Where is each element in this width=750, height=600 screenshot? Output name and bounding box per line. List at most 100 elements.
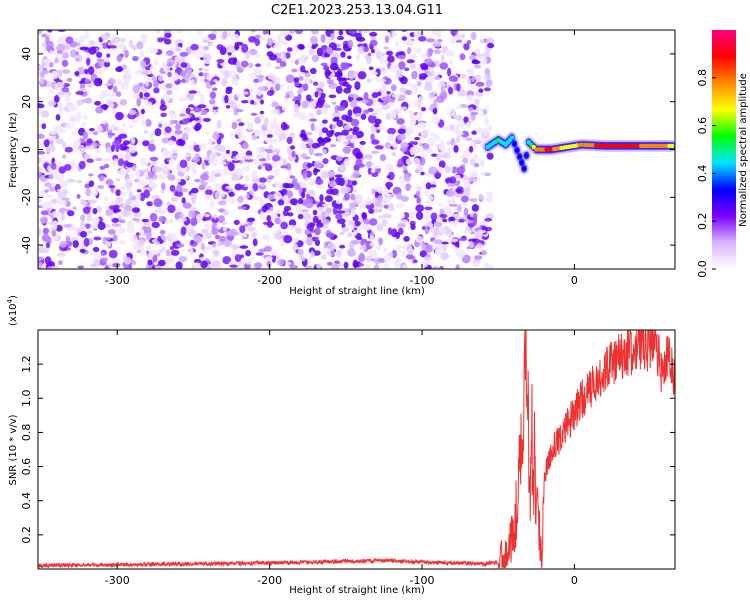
noise-blob xyxy=(456,204,462,213)
noise-blob xyxy=(115,196,124,204)
noise-blob xyxy=(235,60,241,70)
noise-blob xyxy=(387,55,395,63)
noise-blob xyxy=(229,264,238,268)
noise-blob xyxy=(56,43,66,53)
noise-blob xyxy=(265,62,272,68)
noise-blob xyxy=(344,192,350,201)
noise-blob xyxy=(88,180,95,187)
noise-blob xyxy=(97,44,104,48)
noise-blob xyxy=(425,244,433,253)
noise-blob xyxy=(300,54,309,58)
noise-blob xyxy=(477,194,485,200)
noise-blob xyxy=(188,163,197,170)
noise-blob xyxy=(149,212,158,222)
noise-blob xyxy=(76,111,82,118)
noise-blob xyxy=(157,37,164,43)
noise-blob xyxy=(61,59,69,67)
track-core xyxy=(517,154,522,159)
noise-blob xyxy=(450,30,459,35)
noise-blob xyxy=(242,142,249,149)
noise-blob xyxy=(55,114,61,121)
noise-blob xyxy=(136,249,141,254)
noise-blob xyxy=(86,214,92,222)
noise-blob xyxy=(152,254,158,263)
noise-blob xyxy=(484,262,489,269)
noise-blob xyxy=(146,201,153,207)
noise-blob xyxy=(409,53,419,59)
noise-blob xyxy=(40,110,50,118)
noise-blob xyxy=(354,220,361,227)
noise-blob xyxy=(80,34,85,43)
noise-blob xyxy=(248,62,254,68)
noise-blob xyxy=(340,51,346,58)
noise-blob xyxy=(471,85,476,91)
noise-blob xyxy=(71,131,77,136)
noise-blob xyxy=(406,161,413,166)
noise-blob xyxy=(378,67,386,72)
noise-blob xyxy=(476,127,485,135)
noise-blob xyxy=(308,112,315,118)
noise-blob xyxy=(223,239,232,247)
noise-blob xyxy=(107,215,114,220)
noise-blob xyxy=(178,256,188,262)
noise-blob xyxy=(365,160,372,168)
noise-blob xyxy=(444,165,451,174)
noise-blob xyxy=(193,259,202,264)
noise-blob xyxy=(287,212,294,217)
noise-blob xyxy=(440,85,445,94)
noise-blob xyxy=(62,141,67,149)
noise-blob xyxy=(60,213,65,222)
noise-blob xyxy=(119,219,126,224)
noise-blob xyxy=(298,197,304,205)
noise-blob xyxy=(374,122,380,128)
noise-blob xyxy=(442,218,448,223)
noise-blob xyxy=(258,177,268,183)
noise-blob xyxy=(396,257,402,263)
noise-blob xyxy=(47,165,52,172)
noise-blob xyxy=(398,61,406,70)
noise-blob xyxy=(212,249,220,256)
noise-blob xyxy=(409,111,415,115)
noise-blob xyxy=(479,113,487,117)
noise-blob xyxy=(470,32,477,41)
noise-blob xyxy=(371,92,379,99)
noise-blob xyxy=(289,30,295,34)
noise-blob xyxy=(86,138,93,144)
noise-blob xyxy=(231,121,238,130)
noise-blob xyxy=(397,133,406,141)
noise-blob xyxy=(240,60,249,68)
noise-blob xyxy=(77,265,85,269)
noise-blob xyxy=(48,100,56,107)
noise-blob xyxy=(234,254,242,263)
noise-blob xyxy=(169,184,176,192)
noise-blob xyxy=(428,91,436,100)
noise-blob xyxy=(485,105,490,109)
noise-blob xyxy=(153,87,160,94)
noise-blob xyxy=(426,221,434,228)
noise-blob xyxy=(335,85,343,94)
noise-blob xyxy=(88,199,98,204)
noise-blob xyxy=(207,174,217,183)
noise-blob xyxy=(227,48,234,53)
noise-blob xyxy=(371,188,376,195)
track-core xyxy=(514,148,520,153)
noise-blob xyxy=(167,71,172,78)
noise-blob xyxy=(261,234,271,241)
noise-blob xyxy=(326,232,335,238)
noise-blob xyxy=(364,263,371,268)
noise-blob xyxy=(383,255,392,263)
noise-blob xyxy=(216,119,222,129)
noise-blob xyxy=(298,181,308,188)
noise-blob xyxy=(123,263,129,269)
noise-blob xyxy=(463,207,469,216)
noise-blob xyxy=(176,30,183,34)
noise-blob xyxy=(337,35,344,41)
noise-blob xyxy=(316,87,321,92)
noise-blob xyxy=(300,65,306,74)
noise-blob xyxy=(256,161,262,166)
noise-blob xyxy=(389,166,395,171)
noise-blob xyxy=(320,34,326,43)
noise-blob xyxy=(111,36,121,44)
noise-blob xyxy=(299,45,305,50)
noise-blob xyxy=(465,121,472,129)
